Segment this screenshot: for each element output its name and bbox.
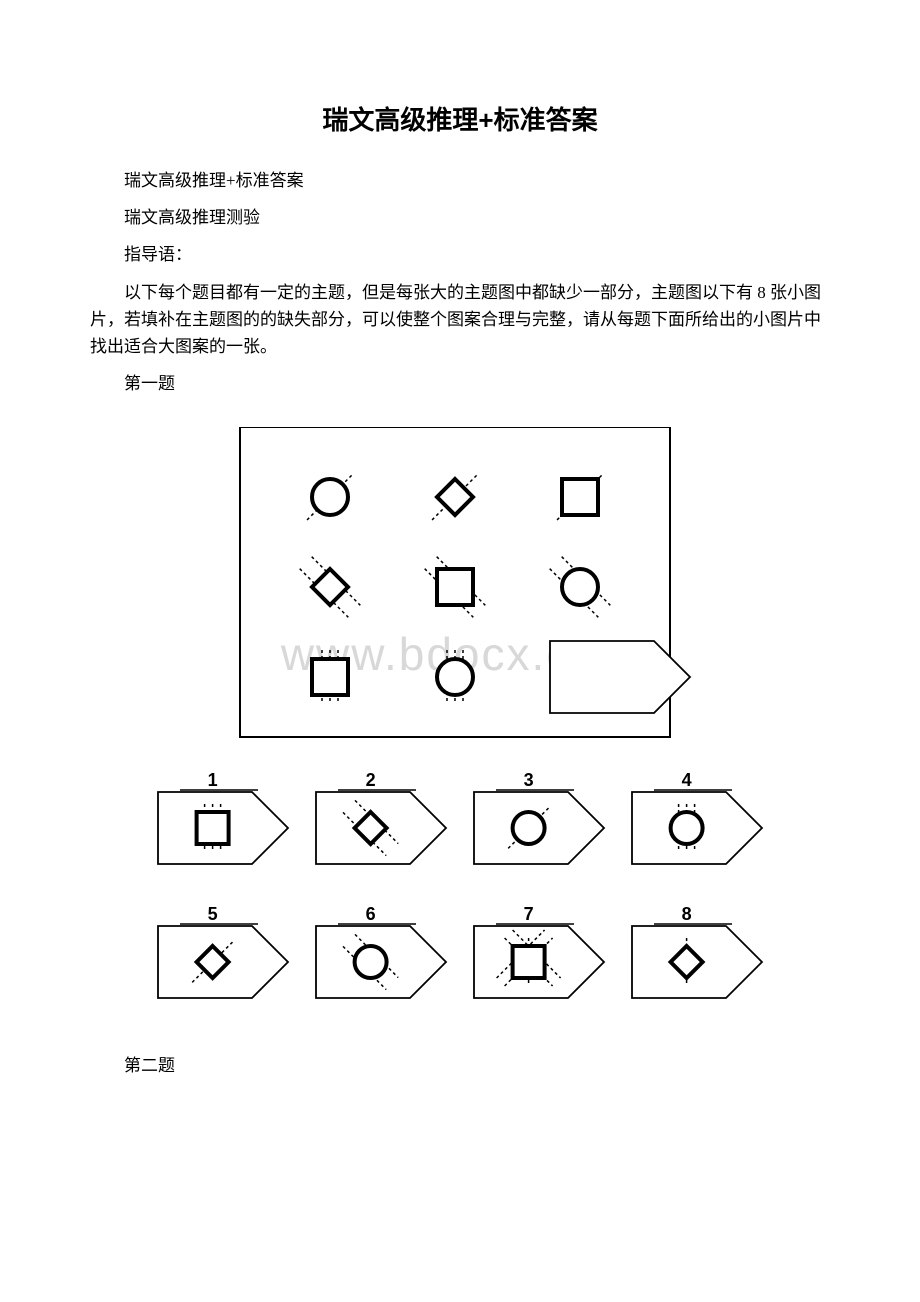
svg-text:5: 5 xyxy=(208,904,218,924)
svg-text:6: 6 xyxy=(366,904,376,924)
subtitle-1: 瑞文高级推理+标准答案 xyxy=(90,167,830,194)
label-instructions: 指导语： xyxy=(90,241,830,268)
question-1-figure: www.bdocx.com 12345678 xyxy=(90,427,830,1012)
svg-text:2: 2 xyxy=(366,770,376,790)
page-title: 瑞文高级推理+标准答案 xyxy=(90,100,830,137)
instructions-text: 以下每个题目都有一定的主题，但是每张大的主题图中都缺少一部分，主题图以下有 8 … xyxy=(90,279,830,361)
svg-text:3: 3 xyxy=(524,770,534,790)
svg-text:7: 7 xyxy=(524,904,534,924)
svg-text:8: 8 xyxy=(682,904,692,924)
question-1-label: 第一题 xyxy=(90,370,830,397)
raven-diagram-svg: 1 2 3 4 5 6 7 8 xyxy=(140,427,780,1007)
subtitle-2: 瑞文高级推理测验 xyxy=(90,204,830,231)
svg-text:1: 1 xyxy=(208,770,218,790)
question-2-label: 第二题 xyxy=(90,1052,830,1079)
svg-text:4: 4 xyxy=(682,770,692,790)
